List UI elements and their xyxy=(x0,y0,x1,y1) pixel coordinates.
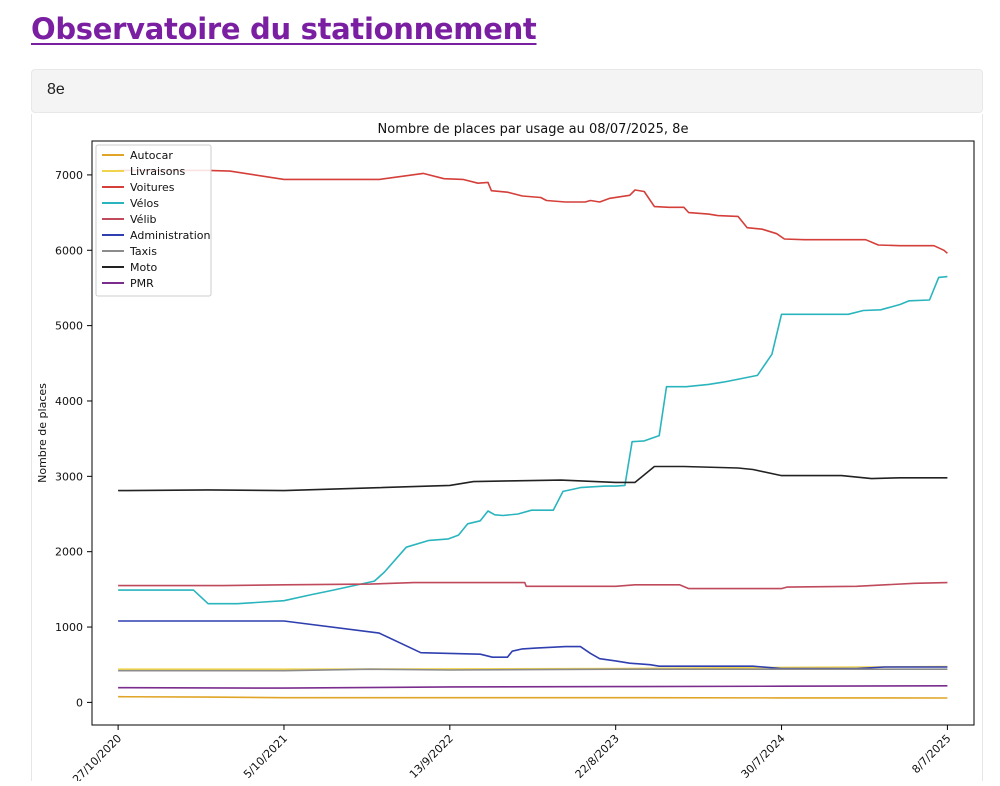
chart-title: Nombre de places par usage au 08/07/2025… xyxy=(378,122,689,137)
x-tick-label: 27/10/2020 xyxy=(70,732,124,781)
legend-label: Vélib xyxy=(130,213,157,226)
legend-label: Autocar xyxy=(130,149,173,162)
x-tick-label: 13/9/2022 xyxy=(407,732,456,781)
usage-line-chart: Nombre de places par usage au 08/07/2025… xyxy=(36,122,975,786)
page-title[interactable]: Observatoire du stationnement xyxy=(31,12,537,46)
series-line-vélib xyxy=(118,581,948,590)
series-line-pmr xyxy=(118,685,948,689)
legend-label: Voitures xyxy=(130,181,175,194)
legend-label: Moto xyxy=(130,261,158,274)
series-line-administration xyxy=(118,620,948,670)
y-tick-label: 4000 xyxy=(55,395,83,408)
legend-box xyxy=(95,144,212,297)
y-tick-label: 2000 xyxy=(55,546,83,559)
legend-label: PMR xyxy=(130,277,154,290)
y-tick-label: 6000 xyxy=(55,244,83,257)
legend-label: Taxis xyxy=(129,245,157,258)
series-line-taxis xyxy=(118,668,948,672)
series-line-autocar xyxy=(118,695,948,699)
y-tick-label: 5000 xyxy=(55,320,83,333)
y-axis-label: Nombre de places xyxy=(36,383,49,483)
series-line-livraisons xyxy=(118,665,948,670)
y-tick-label: 1000 xyxy=(55,621,83,634)
legend-label: Vélos xyxy=(130,197,159,210)
x-tick-label: 30/7/2024 xyxy=(739,732,788,781)
y-tick-label: 0 xyxy=(76,696,83,709)
series-line-voitures xyxy=(118,169,948,254)
series-line-moto xyxy=(118,465,948,492)
chart-panel: Nombre de places par usage au 08/07/2025… xyxy=(31,114,983,786)
x-tick-label: 22/8/2023 xyxy=(573,732,622,781)
selected-district: 8e xyxy=(47,81,65,98)
legend-label: Livraisons xyxy=(130,165,185,178)
legend-label: Administration xyxy=(130,229,211,242)
series-line-vélos xyxy=(118,275,948,605)
plot-frame xyxy=(91,140,975,726)
district-selector[interactable]: 8e xyxy=(31,69,983,113)
x-tick-label: 8/7/2025 xyxy=(909,732,953,776)
y-tick-label: 7000 xyxy=(55,169,83,182)
y-tick-label: 3000 xyxy=(55,470,83,483)
x-tick-label: 5/10/2021 xyxy=(241,732,290,781)
